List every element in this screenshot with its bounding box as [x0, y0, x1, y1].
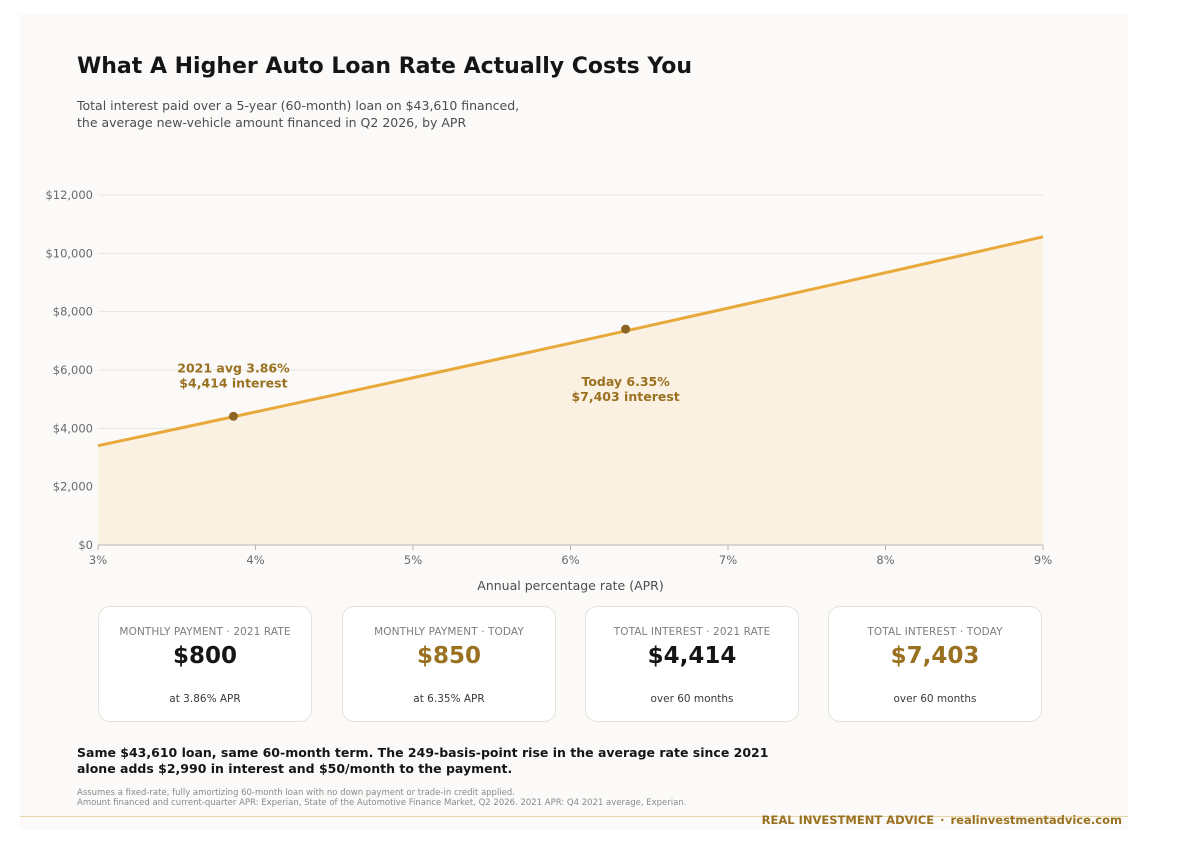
marker-annotation: 2021 avg 3.86%: [177, 360, 290, 375]
card-total-interest-2021: TOTAL INTEREST · 2021 RATE $4,414 over 6…: [585, 606, 799, 722]
takeaway-text: Same $43,610 loan, same 60-month term. T…: [77, 745, 977, 777]
y-tick-label: $6,000: [53, 363, 93, 377]
x-tick-label: 3%: [89, 553, 107, 567]
card-value: $7,403: [890, 643, 980, 669]
y-tick-label: $0: [78, 538, 93, 552]
marker-annotation: $7,403 interest: [571, 389, 679, 404]
card-monthly-payment-today: MONTHLY PAYMENT · TODAY $850 at 6.35% AP…: [342, 606, 556, 722]
footer-rule: [20, 816, 1128, 817]
footnote-line-1: Assumes a fixed-rate, fully amortizing 6…: [77, 788, 516, 798]
card-value: $4,414: [647, 643, 737, 669]
y-tick-label: $12,000: [45, 188, 93, 202]
brand-site: realinvestmentadvice.com: [950, 813, 1122, 827]
data-point-marker: [228, 411, 238, 421]
x-tick-label: 5%: [404, 553, 422, 567]
card-label: MONTHLY PAYMENT · 2021 RATE: [119, 626, 291, 638]
x-tick-label: 6%: [561, 553, 579, 567]
footnote-line-2: Amount financed and current-quarter APR:…: [77, 798, 687, 808]
interest-line: [97, 235, 1044, 448]
card-label: TOTAL INTEREST · TODAY: [867, 626, 1003, 638]
y-tick-label: $2,000: [53, 480, 93, 494]
axes: $0 $2,000 $4,000 $6,000 $8,000 $10,000 $12,000…: [45, 188, 1052, 567]
footer-brand: REAL INVESTMENT ADVICE · realinvestmentadv…: [762, 813, 1122, 827]
y-tick-label: $4,000: [53, 421, 93, 435]
card-value: $800: [172, 643, 237, 669]
card-note: at 3.86% APR: [169, 693, 241, 705]
marker-annotation: Today 6.35%: [581, 374, 670, 389]
x-axis-title: Annual percentage rate (APR): [477, 578, 663, 593]
card-monthly-payment-2021: MONTHLY PAYMENT · 2021 RATE $800 at 3.86…: [98, 606, 312, 722]
x-tick-label: 4%: [246, 553, 264, 567]
data-point-marker: [621, 324, 631, 334]
interest-vs-apr-chart: $0 $2,000 $4,000 $6,000 $8,000 $10,000 $12,000…: [45, 188, 1052, 593]
brand-name: REAL INVESTMENT ADVICE: [761, 813, 935, 827]
card-label: TOTAL INTEREST · 2021 RATE: [613, 626, 771, 638]
card-label: MONTHLY PAYMENT · TODAY: [374, 626, 524, 638]
card-note: at 6.35% APR: [413, 693, 485, 705]
card-note: over 60 months: [893, 693, 977, 705]
card-value: $850: [416, 643, 481, 669]
markers: 2021 avg 3.86%$4,414 interest Today 6.35%…: [177, 324, 680, 421]
x-tick-label: 8%: [876, 553, 894, 567]
interest-area: [98, 236, 1043, 545]
y-tick-label: $8,000: [53, 305, 93, 319]
brand-separator: ·: [940, 813, 945, 827]
takeaway-line-2: alone adds $2,990 in interest and $50/mo…: [77, 761, 513, 776]
takeaway-line-1: Same $43,610 loan, same 60-month term. T…: [77, 745, 769, 760]
footnote: Assumes a fixed-rate, fully amortizing 6…: [77, 788, 1077, 808]
x-tick-label: 7%: [719, 553, 737, 567]
card-total-interest-today: TOTAL INTEREST · TODAY $7,403 over 60 mo…: [828, 606, 1042, 722]
subtitle-line-2: the average new-vehicle amount financed …: [77, 115, 467, 130]
subtitle-line-1: Total interest paid over a 5-year (60-mo…: [77, 98, 520, 113]
area-layer: [97, 235, 1044, 545]
card-note: over 60 months: [650, 693, 734, 705]
marker-annotation: $4,414 interest: [179, 375, 287, 390]
chart-title: What A Higher Auto Loan Rate Actually Co…: [77, 54, 693, 79]
y-tick-label: $10,000: [45, 246, 93, 260]
chart-subtitle: Total interest paid over a 5-year (60-mo…: [77, 97, 777, 131]
x-tick-label: 9%: [1034, 553, 1052, 567]
